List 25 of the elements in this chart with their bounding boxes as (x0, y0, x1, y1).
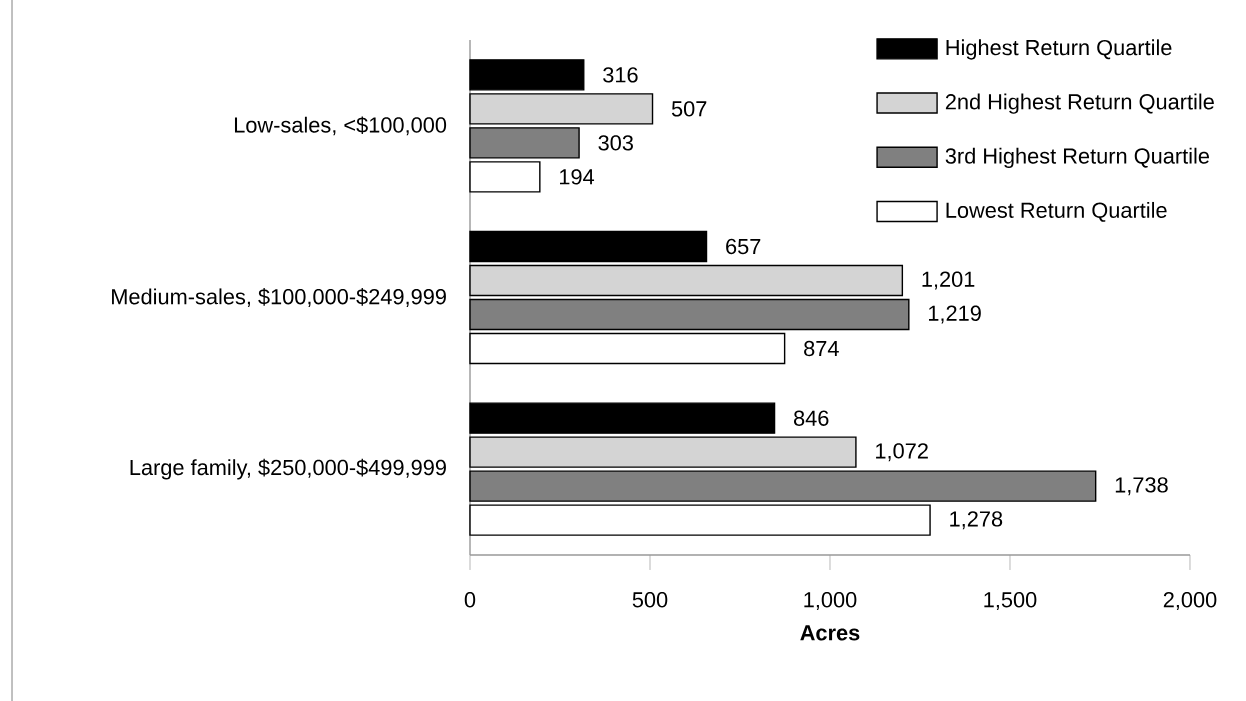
x-tick-label: 500 (632, 592, 668, 608)
x-tick-label: 1,000 (804, 592, 857, 611)
x-axis-title: Acres (800, 625, 860, 641)
data-label: 846 (794, 410, 829, 426)
data-label: 194 (560, 169, 595, 185)
data-label: 1,219 (928, 305, 981, 324)
data-label: 1,738 (1115, 477, 1168, 496)
y-tick-label: Low-sales, <$100,000 (234, 116, 447, 136)
data-label: 1,072 (876, 443, 928, 462)
data-label: 1,278 (950, 511, 1003, 530)
x-tick-label: 1,500 (984, 592, 1037, 611)
legend-label: Highest Return Quartile (946, 39, 1172, 60)
data-label: 507 (671, 101, 707, 117)
y-tick-label: Large family, $250,000-$499,999 (130, 458, 446, 480)
y-tick-label: Medium-sales, $100,000-$249,999 (112, 288, 446, 307)
data-label: 874 (804, 340, 839, 357)
x-tick-label: 2,000 (1163, 592, 1217, 611)
x-tick-label: 0 (464, 592, 476, 608)
legend-label: 3rd Highest Return Quartile (945, 147, 1210, 169)
data-label: 1,201 (922, 271, 975, 290)
data-label: 316 (603, 67, 638, 83)
data-label: 303 (598, 135, 633, 151)
legend-label: 2nd Highest Return Quartile (945, 93, 1214, 114)
legend-label: Lowest Return Quartile (946, 201, 1167, 222)
data-label: 657 (726, 238, 761, 255)
